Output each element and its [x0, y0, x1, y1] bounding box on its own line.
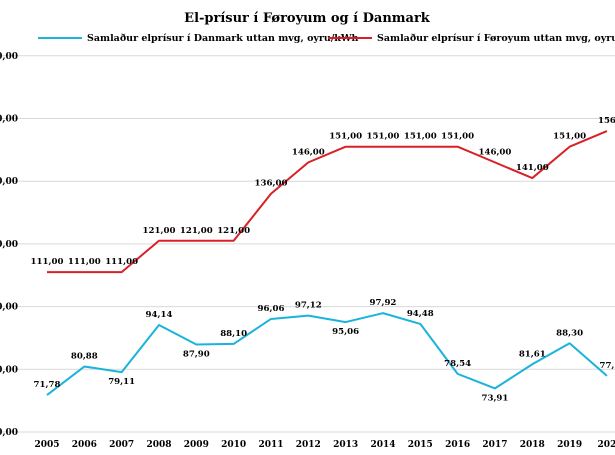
- y-tick-label: 160,00: [0, 115, 18, 125]
- data-label: 156: [598, 116, 615, 126]
- data-label: 111,00: [31, 257, 64, 267]
- data-label: 121,00: [217, 226, 250, 236]
- x-tick-label: 2010: [221, 440, 246, 450]
- y-axis: 60,00 80,00 100,00 120,00 140,00 160,00 180,00: [0, 52, 18, 438]
- data-label: 151,00: [441, 132, 474, 142]
- x-tick-label: 2018: [520, 440, 545, 450]
- data-label: 151,00: [329, 132, 362, 142]
- y-tick-label: 120,00: [0, 240, 18, 250]
- data-label: 73,91: [481, 393, 508, 403]
- chart-title: El-prísur í Føroyum og í Danmark: [184, 11, 431, 26]
- x-tick-label: 202: [598, 440, 615, 450]
- y-tick-label: 140,00: [0, 177, 18, 187]
- y-tick-label: 80,00: [0, 365, 18, 375]
- x-tick-label: 2007: [109, 440, 134, 450]
- data-label: 71,78: [34, 380, 61, 390]
- data-label: 151,00: [553, 132, 586, 142]
- y-tick-label: 60,00: [0, 428, 18, 438]
- data-label: 146,00: [479, 147, 512, 157]
- x-tick-label: 2008: [146, 440, 171, 450]
- data-label: 141,00: [516, 163, 549, 173]
- y-tick-label: 180,00: [0, 52, 18, 62]
- data-label: 96,06: [258, 304, 285, 314]
- legend: Samlaður elprísur í Danmark uttan mvg, o…: [38, 33, 615, 44]
- data-label: 111,00: [105, 257, 138, 267]
- legend-label-denmark: Samlaður elprísur í Danmark uttan mvg, o…: [87, 33, 359, 44]
- x-tick-label: 2006: [72, 440, 97, 450]
- data-label: 111,00: [68, 257, 101, 267]
- x-tick-label: 2013: [333, 440, 358, 450]
- series-line-faroe: [47, 130, 608, 274]
- x-tick-label: 2011: [258, 440, 283, 450]
- x-tick-label: 2019: [557, 440, 582, 450]
- data-label: 88,10: [220, 329, 247, 339]
- data-label: 121,00: [180, 226, 213, 236]
- data-label: 94,14: [146, 310, 173, 320]
- gridlines: [0, 55, 615, 433]
- x-tick-label: 2015: [408, 440, 433, 450]
- series: [46, 130, 608, 396]
- data-label: 95,06: [332, 327, 359, 337]
- data-label: 146,00: [292, 147, 325, 157]
- data-labels: 71,78 80,88 79,11 94,14 87,90 88,10 96,06 97,12…: [31, 116, 615, 403]
- x-tick-label: 2016: [445, 440, 470, 450]
- data-label: 97,92: [370, 298, 397, 308]
- data-label: 136,00: [255, 179, 288, 189]
- data-label: 88,30: [556, 328, 583, 338]
- data-label: 78,54: [444, 359, 471, 369]
- x-tick-label: 2014: [370, 440, 395, 450]
- data-label: 87,90: [183, 350, 210, 360]
- data-label: 97,12: [295, 301, 322, 311]
- x-tick-label: 2009: [184, 440, 209, 450]
- x-axis: 2005 2006 2007 2008 2009 2010 2011 2012 2013 2014…: [34, 440, 615, 450]
- data-label: 151,00: [367, 132, 400, 142]
- y-tick-label: 100,00: [0, 303, 18, 313]
- data-label: 81,61: [519, 349, 546, 359]
- data-label: 151,00: [404, 132, 437, 142]
- data-label: 80,88: [71, 352, 98, 362]
- data-label: 94,48: [407, 309, 434, 319]
- data-label: 121,00: [143, 226, 176, 236]
- legend-label-faroe: Samlaður elprísur í Føroyum uttan mvg, o…: [377, 33, 615, 44]
- series-line-denmark: [46, 312, 608, 396]
- data-label: 77,: [599, 361, 614, 371]
- x-tick-label: 2012: [296, 440, 321, 450]
- x-tick-label: 2017: [482, 440, 507, 450]
- x-tick-label: 2005: [34, 440, 59, 450]
- data-label: 79,11: [108, 377, 135, 387]
